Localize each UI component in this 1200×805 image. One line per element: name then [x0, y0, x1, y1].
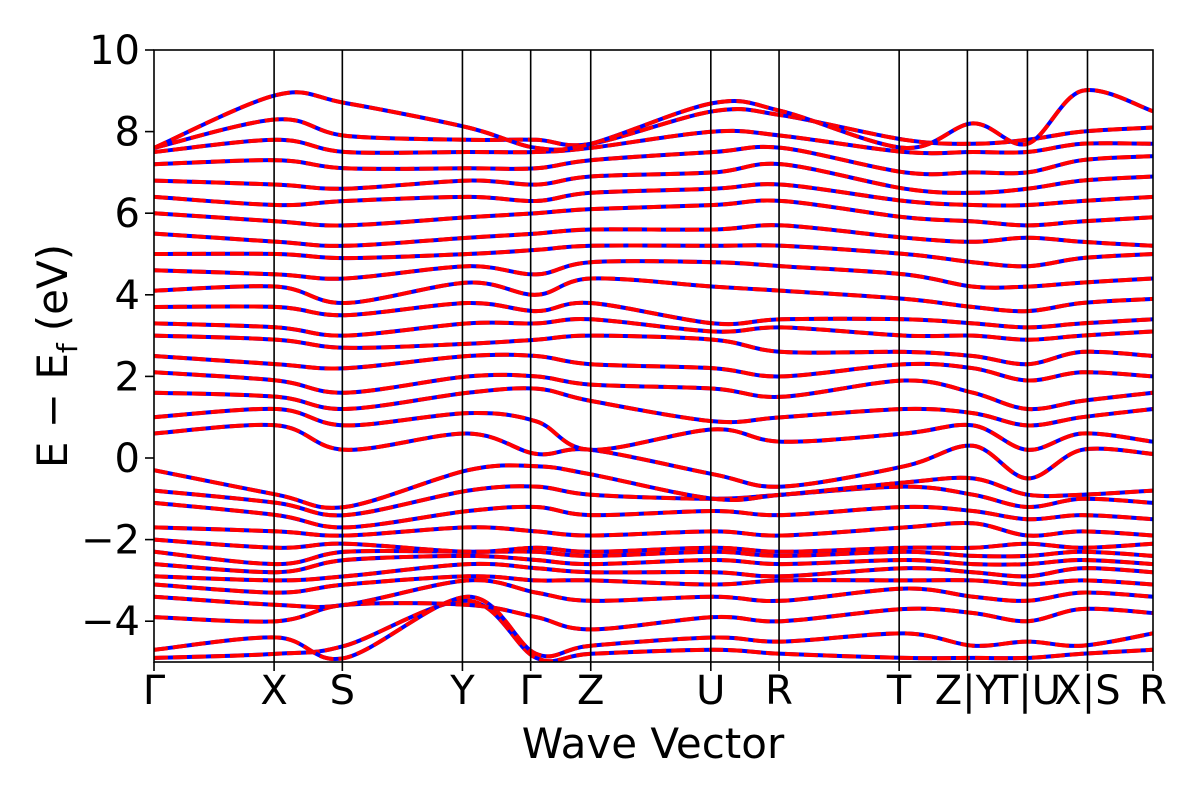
- band-10-dashed: [154, 500, 1153, 530]
- band-28-dashed: [154, 144, 1153, 177]
- band-21-solid: [154, 276, 1153, 314]
- bands-layer: [154, 87, 1153, 662]
- band-31-dashed: [154, 87, 1153, 152]
- y-axis-label: E − Ef (eV): [28, 244, 84, 468]
- band-18-dashed: [154, 333, 1153, 367]
- y-axis-label-main: E − E: [28, 353, 77, 468]
- x-tick-label-0: Γ: [143, 668, 166, 714]
- band-5-dashed: [154, 561, 1153, 583]
- band-17-dashed: [154, 352, 1153, 383]
- y-tick-label-2: 0: [115, 436, 140, 482]
- band-23-dashed: [154, 243, 1153, 269]
- y-tick-label-0: −4: [81, 599, 140, 645]
- band-25-dashed: [154, 198, 1153, 228]
- band-14-solid: [154, 406, 1153, 452]
- x-tick-label-7: R: [765, 668, 793, 714]
- band-15-dashed: [154, 386, 1153, 428]
- plot-frame: [153, 49, 1154, 663]
- y-axis-ticks: −4 −2 0 2 4 6 8 10: [81, 28, 154, 645]
- band-16-dashed: [154, 370, 1153, 412]
- y-tick-label-5: 6: [115, 191, 140, 237]
- band-12-dashed: [154, 463, 1153, 510]
- x-tick-label-8: T: [886, 668, 912, 714]
- x-axis-label: Wave Vector: [522, 719, 785, 768]
- y-tick-label-7: 10: [89, 28, 140, 74]
- y-tick-label-1: −2: [81, 518, 140, 564]
- band-19-dashed: [154, 317, 1153, 342]
- band-30-dashed: [154, 107, 1153, 150]
- y-axis-label-unit: (eV): [28, 244, 77, 331]
- band-0-dashed: [154, 598, 1153, 662]
- band-29-dashed: [154, 128, 1153, 156]
- band-26-dashed: [154, 182, 1153, 208]
- band-3-dashed: [154, 578, 1153, 610]
- y-tick-label-3: 2: [115, 354, 140, 400]
- band-2-dashed: [154, 601, 1153, 632]
- band-7-dashed: [154, 548, 1153, 567]
- band-9-dashed: [154, 521, 1153, 538]
- band-13-solid: [154, 422, 1153, 489]
- band-11-dashed: [154, 484, 1153, 518]
- x-tick-label-10: T|U: [993, 668, 1061, 714]
- y-axis-label-subscript: f: [51, 342, 84, 353]
- x-tick-label-1: X: [260, 668, 287, 714]
- band-14-dashed: [154, 406, 1153, 452]
- band-8-dashed: [154, 537, 1153, 554]
- x-tick-label-5: Z: [577, 668, 604, 714]
- band-27-solid: [154, 161, 1153, 195]
- x-tick-label-4: Γ: [520, 668, 543, 714]
- high-symmetry-lines: [273, 50, 1089, 662]
- band-13-dashed: [154, 422, 1153, 489]
- x-tick-label-6: U: [696, 668, 725, 714]
- x-tick-label-11: X|S: [1054, 668, 1120, 714]
- band-1-dashed: [154, 594, 1153, 662]
- y-tick-label-4: 4: [115, 273, 140, 319]
- band-20-dashed: [154, 300, 1153, 330]
- x-tick-label-12: R: [1139, 668, 1167, 714]
- band-24-dashed: [154, 223, 1153, 248]
- x-tick-label-9: Z|Y: [935, 668, 1001, 714]
- x-axis-ticks: Γ X S Y Γ Z U R T Z|YT|UX|S R: [143, 662, 1167, 714]
- x-tick-label-3: Y: [449, 668, 475, 714]
- band-27-dashed: [154, 161, 1153, 195]
- band-22-dashed: [154, 259, 1153, 290]
- band-6-dashed: [154, 553, 1153, 575]
- x-tick-label-2: S: [330, 668, 355, 714]
- y-tick-label-6: 8: [115, 110, 140, 156]
- band-4-dashed: [154, 574, 1153, 595]
